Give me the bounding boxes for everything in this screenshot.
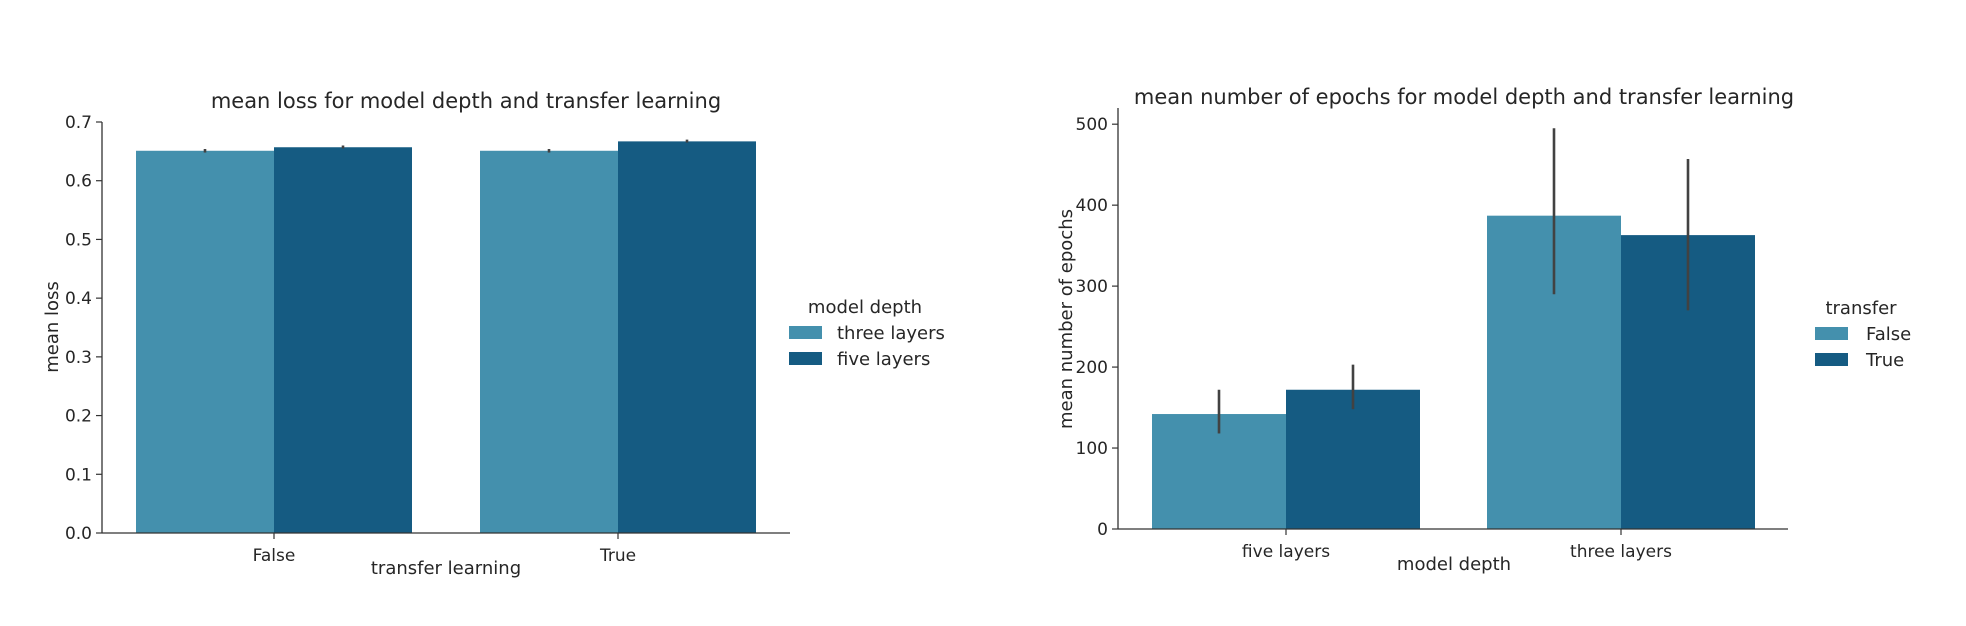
legend: model depth three layers five layers (789, 297, 945, 370)
legend: transfer False True (1815, 298, 1911, 371)
y-tick-label: 0 (1097, 520, 1108, 540)
legend-label: True (1865, 350, 1904, 371)
x-tick-label: True (599, 546, 636, 566)
bar (480, 150, 618, 533)
y-tick-label: 0.4 (65, 289, 92, 309)
legend-label: three layers (837, 323, 945, 344)
chart-mean-epochs: mean number of epochs for model depth an… (1056, 85, 1911, 575)
x-tick-label: three layers (1570, 542, 1672, 562)
legend-swatch-three-layers (789, 326, 822, 339)
x-tick-label: five layers (1242, 542, 1330, 562)
y-tick-label: 0.5 (65, 230, 92, 250)
y-tick-label: 300 (1076, 277, 1108, 297)
x-axis-label: transfer learning (371, 558, 521, 579)
y-tick-label: 0.6 (65, 172, 92, 192)
chart-mean-loss: mean loss for model depth and transfer l… (42, 89, 945, 579)
bar (274, 147, 412, 534)
chart-title: mean number of epochs for model depth an… (1134, 85, 1794, 109)
y-tick-label: 0.2 (65, 407, 92, 427)
y-tick-label: 500 (1076, 115, 1108, 135)
legend-swatch-false (1815, 327, 1848, 340)
y-tick-label: 100 (1076, 439, 1108, 459)
legend-title: transfer (1825, 298, 1897, 319)
legend-swatch-true (1815, 353, 1848, 366)
legend-label: False (1866, 324, 1911, 345)
legend-title: model depth (808, 297, 922, 318)
y-tick-label: 0.7 (65, 113, 92, 133)
y-tick-label: 0.3 (65, 348, 92, 368)
y-tick-label: 0.1 (65, 465, 92, 485)
chart-title: mean loss for model depth and transfer l… (211, 89, 721, 113)
bar (618, 141, 756, 533)
y-tick-label: 400 (1076, 196, 1108, 216)
x-axis-label: model depth (1397, 554, 1511, 575)
legend-swatch-five-layers (789, 352, 822, 365)
y-axis-label: mean number of epochs (1056, 209, 1077, 429)
legend-label: five layers (837, 349, 930, 370)
y-tick-label: 200 (1076, 358, 1108, 378)
x-tick-label: False (253, 546, 296, 566)
y-axis-label: mean loss (42, 281, 63, 373)
y-tick-label: 0.0 (65, 524, 92, 544)
bar (1286, 389, 1420, 529)
bar (136, 150, 274, 533)
